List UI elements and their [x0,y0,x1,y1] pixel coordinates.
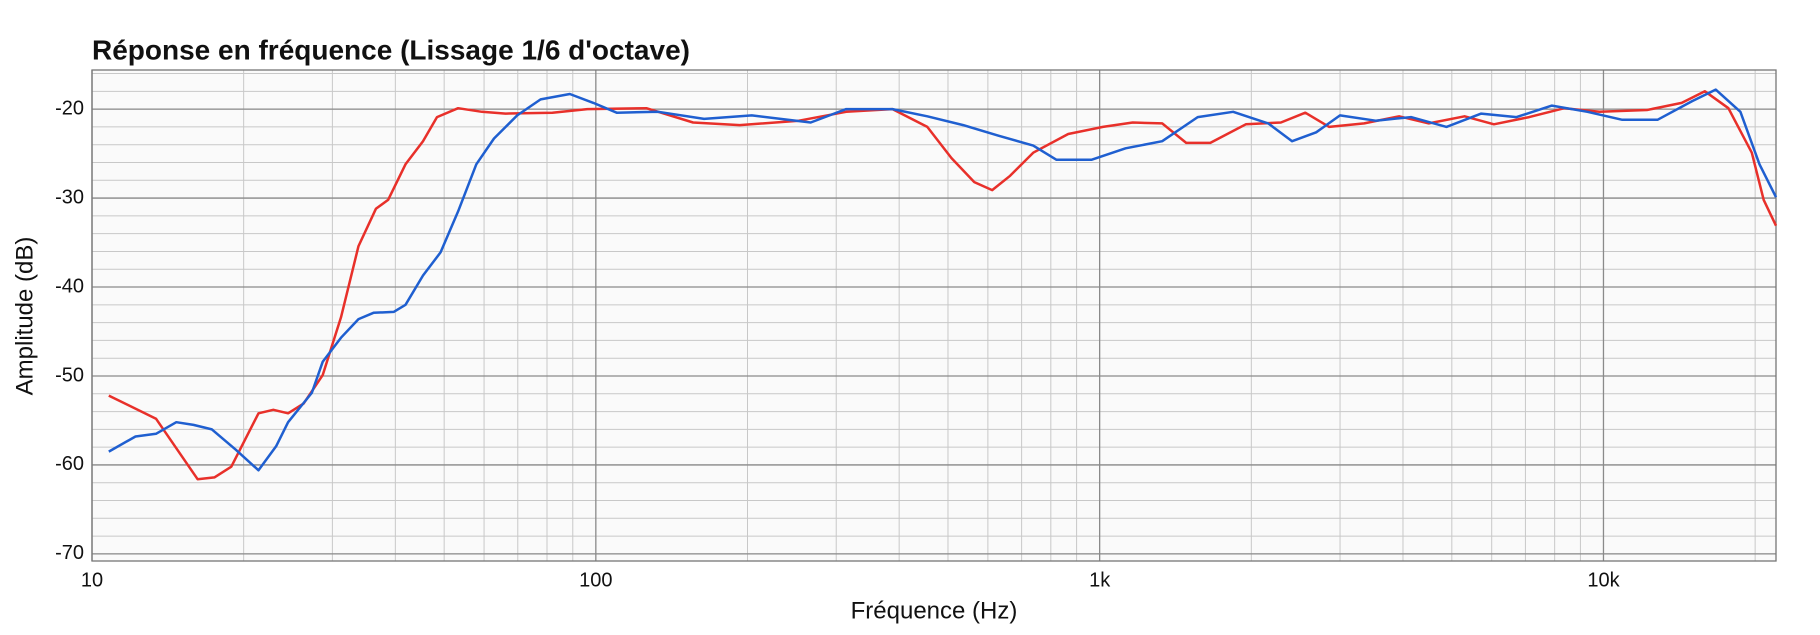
x-tick-label: 1k [1089,569,1111,591]
y-tick-label: -30 [55,186,84,208]
grid [91,69,1777,562]
y-tick-label: -20 [55,97,84,119]
chart-title: Réponse en fréquence (Lissage 1/6 d'octa… [92,34,690,65]
plot-border [91,69,1777,562]
plot-background [92,70,1776,561]
y-tick-label: -50 [55,364,84,386]
x-tick-label: 10 [81,569,103,591]
x-tick-label: 10k [1587,569,1620,591]
series-line [108,90,1778,481]
y-tick-label: -70 [55,542,84,564]
y-axis-label: Amplitude (dB) [11,237,38,396]
series-line [108,88,1778,472]
y-tick-label: -40 [55,275,84,297]
x-tick-label: 100 [579,569,612,591]
plot-area [108,88,1778,481]
x-axis-label: Fréquence (Hz) [851,597,1018,624]
y-tick-label: -60 [55,453,84,475]
